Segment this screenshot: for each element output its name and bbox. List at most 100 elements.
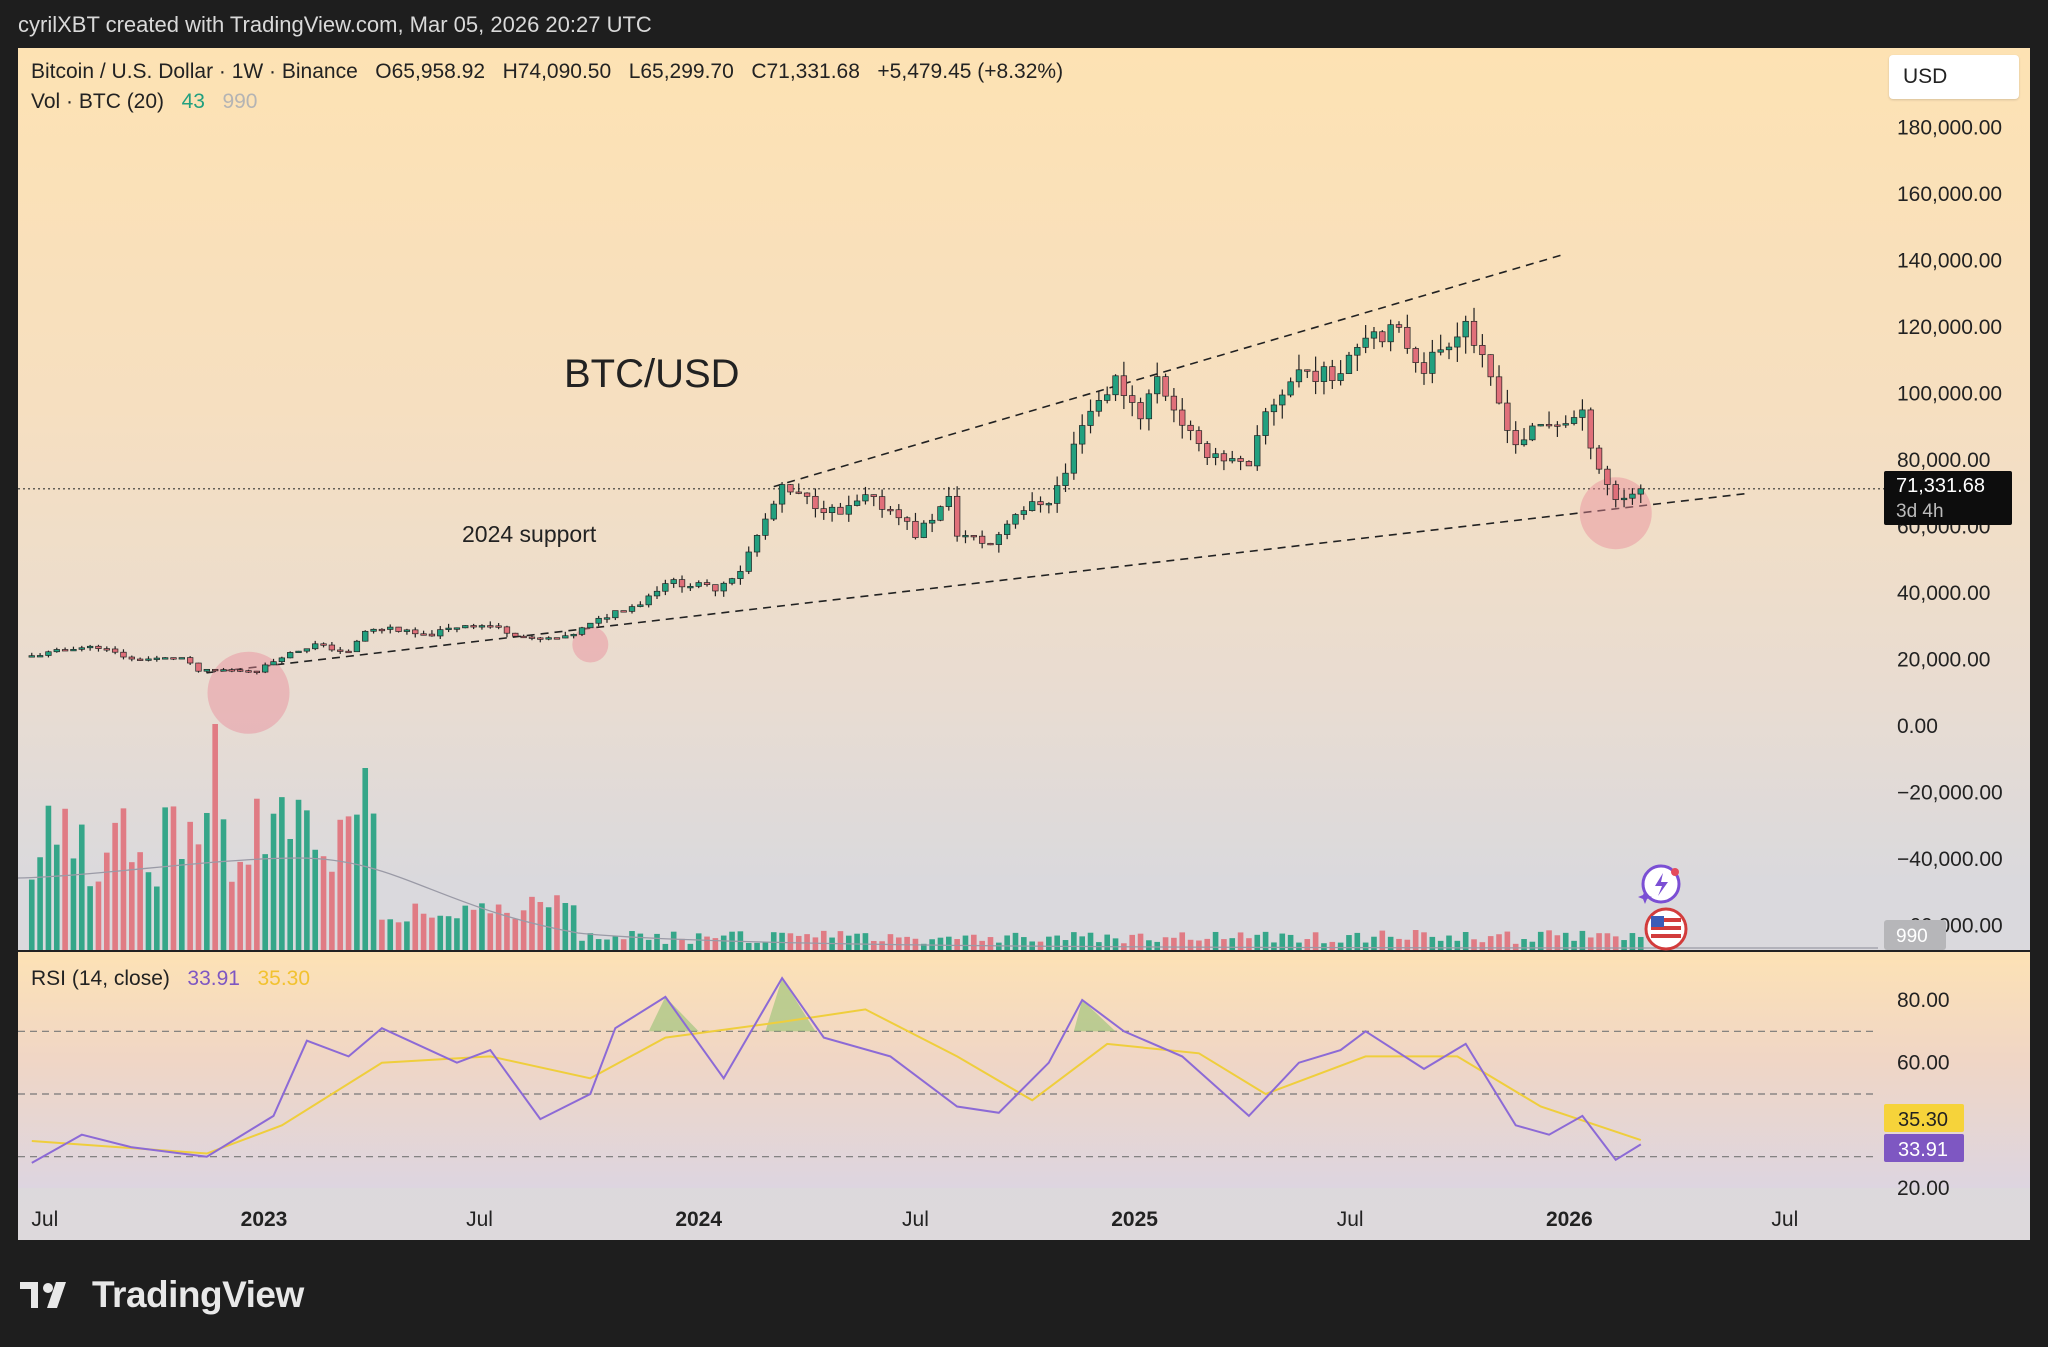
candle-body xyxy=(278,657,286,663)
candle-body xyxy=(728,578,736,584)
candle-body xyxy=(1637,488,1644,495)
volume-bar xyxy=(1046,936,1052,950)
candle-body xyxy=(1512,430,1519,446)
candle-body xyxy=(937,506,944,521)
candle-body xyxy=(1212,453,1219,458)
sparkle-lightning-icon[interactable] xyxy=(1638,864,1681,904)
volume-bar xyxy=(1254,934,1261,950)
volume-bar xyxy=(512,918,519,950)
candle-body xyxy=(787,484,794,493)
volume-bar xyxy=(1162,937,1169,950)
pane-divider[interactable] xyxy=(18,950,2030,952)
volume-bar xyxy=(1604,933,1611,950)
candle-body xyxy=(762,518,769,536)
candle-body xyxy=(570,633,577,637)
volume-bar xyxy=(28,879,35,950)
volume-bar xyxy=(53,844,60,950)
candle-body xyxy=(1295,369,1303,383)
volume-bar xyxy=(779,932,785,950)
volume-bar xyxy=(1212,931,1219,950)
candle-body xyxy=(895,509,902,519)
candle-body xyxy=(86,645,94,649)
symbol-label[interactable]: Bitcoin / U.S. Dollar · 1W · Binance xyxy=(31,60,358,83)
rsi-lines xyxy=(31,976,1642,1164)
volume-bar xyxy=(737,931,744,950)
volume-bar xyxy=(1287,934,1294,950)
candle-body xyxy=(1404,326,1411,349)
candle-body xyxy=(820,508,827,514)
candle-body xyxy=(78,647,85,650)
volume-bar xyxy=(854,933,860,950)
candle-body xyxy=(803,492,811,497)
candle-body xyxy=(853,500,861,506)
volume-bar xyxy=(429,917,435,950)
rsi-tag: 33.91 xyxy=(1884,1134,1964,1162)
candle-body xyxy=(203,668,210,672)
price-tick-label: 80,000.00 xyxy=(1897,449,1990,472)
price-tick-label: 180,000.00 xyxy=(1897,117,2002,140)
candle-body xyxy=(1529,425,1536,441)
candle-body xyxy=(1162,376,1169,397)
candle-body xyxy=(995,534,1002,545)
rsi-ma-tag: 35.30 xyxy=(1884,1104,1964,1132)
volume-bar xyxy=(987,937,994,950)
volume-bar xyxy=(1621,940,1627,950)
candle-body xyxy=(1479,345,1486,356)
volume-bar xyxy=(179,859,185,950)
volume-bar xyxy=(520,910,527,950)
candle-body xyxy=(1370,331,1378,339)
candle-body xyxy=(1354,347,1361,356)
time-tick-label: Jul xyxy=(466,1208,493,1231)
rsi-tick-label: 80.00 xyxy=(1897,989,1950,1012)
candle-body xyxy=(1137,402,1144,420)
volume-tag: 990 xyxy=(1884,920,1946,950)
volume-label[interactable]: Vol · BTC (20) xyxy=(31,90,165,113)
us-flag-icon[interactable] xyxy=(1644,907,1688,951)
volume-bar xyxy=(103,852,110,950)
volume-bar xyxy=(1079,936,1085,950)
volume-bar xyxy=(1154,941,1161,950)
volume-bar xyxy=(1562,932,1569,950)
currency-selector[interactable]: USD xyxy=(1889,55,2019,99)
volume-bar xyxy=(1087,932,1094,950)
chart-frame[interactable]: 180,000.00 160,000.00 140,000.00 120,000.00… xyxy=(18,48,2030,1240)
rsi-legend: RSI (14, close) 33.91 35.30 xyxy=(31,967,310,991)
volume-bar xyxy=(45,805,52,950)
volume-bar xyxy=(445,916,452,950)
rsi-label[interactable]: RSI (14, close) xyxy=(31,967,170,990)
candle-body xyxy=(1237,458,1244,462)
volume-bar xyxy=(1262,931,1269,950)
candle-body xyxy=(1004,523,1011,535)
price-tick-label: 100,000.00 xyxy=(1897,383,2002,406)
chart-canvas[interactable]: 180,000.00 160,000.00 140,000.00 120,000.00… xyxy=(18,48,2030,1240)
candle-body xyxy=(537,637,544,640)
candle-body xyxy=(1054,485,1061,504)
candle-body xyxy=(1537,424,1544,427)
candle-body xyxy=(545,637,552,640)
volume-bar xyxy=(254,798,260,950)
candle-body xyxy=(253,670,261,673)
candle-body xyxy=(403,629,411,632)
volume-bar xyxy=(220,819,227,950)
volume-bar xyxy=(1546,930,1552,950)
rsi-tick-label: 20.00 xyxy=(1897,1177,1950,1200)
candle-body xyxy=(187,657,194,664)
candle-body xyxy=(745,551,752,572)
volume-bar xyxy=(212,724,218,950)
candle-body xyxy=(212,668,219,672)
price-tick-label: 20,000.00 xyxy=(1897,649,1990,672)
time-tick-label: 2026 xyxy=(1546,1208,1593,1231)
candle-body xyxy=(262,664,269,673)
candle-body xyxy=(1629,493,1636,499)
candle-body xyxy=(1445,346,1453,351)
candle-body xyxy=(420,633,427,636)
volume-bar xyxy=(1346,935,1352,950)
candle-body xyxy=(1379,331,1386,343)
volume-bar xyxy=(320,856,327,950)
candle-body xyxy=(1495,376,1503,404)
rsi-ma-value: 35.30 xyxy=(257,967,311,990)
candle-body xyxy=(28,655,35,658)
candle-body xyxy=(136,658,144,661)
volume-bar xyxy=(237,861,243,950)
footer-logo[interactable]: TradingView xyxy=(20,1274,304,1316)
